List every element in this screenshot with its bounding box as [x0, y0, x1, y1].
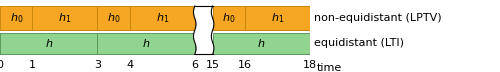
- Text: equidistant (LTI): equidistant (LTI): [314, 39, 404, 48]
- Bar: [0, 33, 98, 54]
- Polygon shape: [194, 6, 214, 54]
- Bar: [245, 6, 310, 30]
- Bar: [98, 6, 130, 30]
- Text: $h$: $h$: [257, 38, 266, 49]
- Bar: [32, 6, 98, 30]
- Text: $h$: $h$: [142, 38, 150, 49]
- Text: $h_0$: $h_0$: [10, 11, 23, 25]
- Text: $h$: $h$: [44, 38, 53, 49]
- Bar: [212, 6, 245, 30]
- Bar: [98, 33, 195, 54]
- Text: non-equidistant (LPTV): non-equidistant (LPTV): [314, 13, 442, 23]
- Text: time: time: [317, 63, 342, 72]
- Text: $h_1$: $h_1$: [58, 11, 71, 25]
- Text: $h_1$: $h_1$: [271, 11, 284, 25]
- Bar: [130, 6, 195, 30]
- Text: $h_0$: $h_0$: [107, 11, 120, 25]
- Text: $h_1$: $h_1$: [156, 11, 169, 25]
- Bar: [0, 6, 32, 30]
- Text: $h_0$: $h_0$: [222, 11, 235, 25]
- Bar: [212, 33, 310, 54]
